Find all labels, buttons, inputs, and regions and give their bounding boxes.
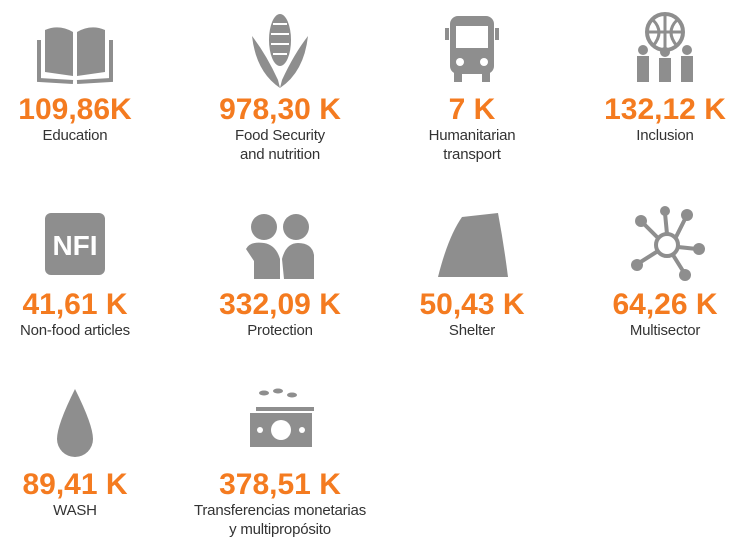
sector-value: 64,26 K (612, 288, 718, 321)
sector-value: 109,86K (18, 93, 132, 126)
sector-icon (252, 14, 308, 88)
sector-label: Non-food articles (20, 322, 130, 339)
sector-value: 978,30 K (219, 93, 341, 126)
sector-label: Food Security and nutrition (235, 127, 325, 163)
sector-item: 332,09 K Protection (170, 205, 390, 340)
sector-icon (631, 206, 705, 281)
sector-label: Transferencias monetarias y multipropósi… (193, 502, 367, 538)
sector-icon (637, 12, 693, 82)
sector-item: 109,86K Education (0, 10, 185, 145)
sector-icon (438, 213, 508, 277)
sector-item: 978,30 K Food Security and nutrition (170, 10, 390, 164)
sector-value: 7 K (448, 93, 496, 126)
sector-icon (246, 214, 314, 279)
sector-value: 50,43 K (419, 288, 525, 321)
sector-item: 378,51 K Transferencias monetarias y mult… (170, 385, 390, 539)
sector-label: Inclusion (636, 127, 694, 144)
sector-label: Humanitarian transport (428, 127, 516, 163)
sector-label: Multisector (629, 322, 701, 339)
sector-label: Protection (247, 322, 313, 339)
sector-value: 332,09 K (219, 288, 341, 321)
icon-text: NFI (52, 230, 97, 261)
sector-value: 41,61 K (22, 288, 128, 321)
sector-item: 50,43 K Shelter (362, 205, 582, 340)
sector-value: 378,51 K (219, 468, 341, 501)
sector-label: Shelter (448, 322, 496, 339)
sector-item: NFI 41,61 K Non-food articles (0, 205, 185, 340)
sector-value: 132,12 K (604, 93, 726, 126)
sector-value: 89,41 K (22, 468, 128, 501)
sector-item: 64,26 K Multisector (555, 205, 748, 340)
sector-label: WASH (53, 502, 97, 519)
sector-icon (445, 16, 499, 82)
sector-icon: NFI (45, 213, 105, 275)
sector-icon (57, 389, 93, 457)
sector-item: 7 K Humanitarian transport (362, 10, 582, 164)
sector-label: Education (42, 127, 108, 144)
sector-item: 132,12 K Inclusion (555, 10, 748, 145)
sector-item: 89,41 K WASH (0, 385, 185, 520)
sector-icon (250, 388, 314, 447)
sector-icon (37, 27, 113, 84)
